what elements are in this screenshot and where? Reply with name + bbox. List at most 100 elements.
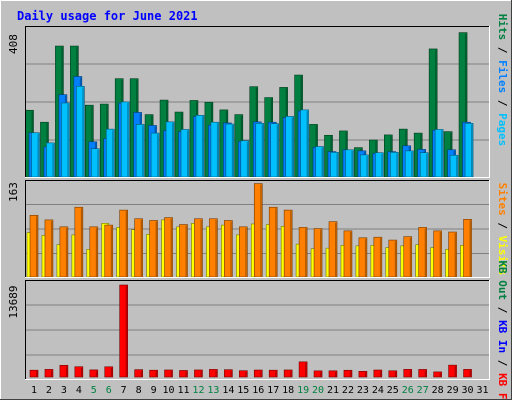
- side-legend: Hits / Files / Pages: [496, 14, 509, 147]
- sites-bar: [104, 224, 114, 278]
- kb-f-bar: [343, 369, 353, 378]
- day-label-8: 8: [136, 385, 142, 396]
- panel-bevels: [25, 26, 490, 380]
- sites-bar: [253, 183, 263, 278]
- day-label-17: 17: [267, 385, 279, 396]
- day-label-29: 29: [447, 385, 459, 396]
- kb-f-bar: [388, 370, 398, 378]
- pages-bar: [46, 142, 55, 178]
- day-label-27: 27: [417, 385, 429, 396]
- side-legend-separator: /: [496, 216, 509, 236]
- day-label-31: 31: [476, 385, 488, 396]
- kb-f-bar: [134, 369, 143, 378]
- chart-title: Daily usage for June 2021: [17, 9, 198, 23]
- kb-f-bar: [328, 370, 338, 378]
- side-legend-separator: /: [496, 353, 509, 373]
- bar-marks: [25, 32, 474, 378]
- pages-bar: [404, 150, 414, 178]
- kb-f-bar: [224, 369, 233, 378]
- pages-bar: [135, 124, 145, 178]
- pages-bar: [360, 154, 369, 178]
- day-label-11: 11: [177, 385, 189, 396]
- side-legend-files: Files: [496, 60, 509, 93]
- kb-f-bar: [253, 369, 263, 378]
- sites-bar: [239, 226, 248, 278]
- kb-f-bar: [268, 369, 278, 378]
- sites-bar: [224, 220, 233, 278]
- kb-f-bar: [373, 369, 383, 378]
- sites-bar: [358, 237, 368, 278]
- pages-bar: [195, 115, 205, 178]
- sites-bar: [418, 227, 428, 278]
- kb-f-bar: [104, 366, 114, 378]
- kb-f-bar: [283, 369, 293, 378]
- y-max-label-visits: 163: [7, 182, 20, 202]
- sites-bar: [119, 209, 128, 278]
- side-legend: KB Out / KB In / KB F: [496, 260, 509, 399]
- day-label-4: 4: [76, 385, 82, 396]
- kb-f-bar: [29, 369, 39, 378]
- sites-bar: [433, 230, 442, 278]
- day-label-25: 25: [387, 385, 399, 396]
- pages-bar: [315, 146, 324, 178]
- day-label-26: 26: [402, 385, 414, 396]
- pages-bar: [434, 129, 444, 178]
- day-label-20: 20: [312, 385, 324, 396]
- side-legend-visits: Visits: [496, 236, 509, 276]
- kb-f-bar: [298, 361, 308, 378]
- kb-f-bar: [209, 369, 218, 378]
- day-label-22: 22: [342, 385, 354, 396]
- sites-bar: [149, 220, 158, 278]
- day-label-21: 21: [327, 385, 339, 396]
- pages-bar: [389, 152, 399, 178]
- side-legend-pages: Pages: [496, 113, 509, 146]
- side-legend-sites: Sites: [496, 183, 509, 216]
- pages-bar: [464, 123, 474, 178]
- sites-bar: [463, 219, 472, 278]
- kb-f-bar: [403, 369, 413, 378]
- pages-bar: [180, 129, 190, 178]
- side-legend-separator: /: [496, 93, 509, 113]
- y-max-label-hits: 408: [7, 34, 20, 54]
- sites-bar: [194, 218, 203, 278]
- day-label-30: 30: [462, 385, 474, 396]
- pages-bar: [240, 140, 250, 178]
- sites-bar: [134, 218, 143, 278]
- kb-f-bar: [194, 369, 203, 378]
- side-legend: Sites / Visits: [496, 183, 509, 276]
- day-label-24: 24: [372, 385, 384, 396]
- side-legend-separator: /: [496, 300, 509, 320]
- kb-f-bar: [149, 369, 158, 378]
- kb-f-bar: [418, 369, 428, 378]
- day-label-18: 18: [282, 385, 294, 396]
- pages-bar: [105, 128, 115, 178]
- day-label-7: 7: [121, 385, 127, 396]
- day-label-3: 3: [61, 385, 67, 396]
- kb-f-bar: [358, 371, 368, 378]
- kb-f-bar: [89, 369, 99, 378]
- pages-bar: [165, 121, 175, 178]
- kb-f-bar: [239, 370, 248, 378]
- sites-bar: [29, 214, 39, 278]
- day-label-9: 9: [151, 385, 157, 396]
- day-label-16: 16: [252, 385, 264, 396]
- kb-f-bar: [119, 284, 128, 378]
- kb-f-bar: [44, 369, 54, 378]
- pages-bar: [120, 101, 130, 178]
- sites-bar: [298, 227, 308, 278]
- pages-bar: [225, 123, 235, 178]
- sites-bar: [74, 206, 84, 278]
- day-label-10: 10: [163, 385, 175, 396]
- day-label-5: 5: [91, 385, 97, 396]
- day-label-14: 14: [222, 385, 234, 396]
- pages-bar: [300, 109, 309, 178]
- kb-f-bar: [448, 364, 457, 378]
- side-legend-kb-out: KB Out: [496, 260, 509, 300]
- sites-bar: [283, 209, 293, 278]
- pages-bar: [76, 86, 85, 178]
- day-label-12: 12: [192, 385, 204, 396]
- sites-bar: [388, 239, 398, 278]
- day-label-19: 19: [297, 385, 309, 396]
